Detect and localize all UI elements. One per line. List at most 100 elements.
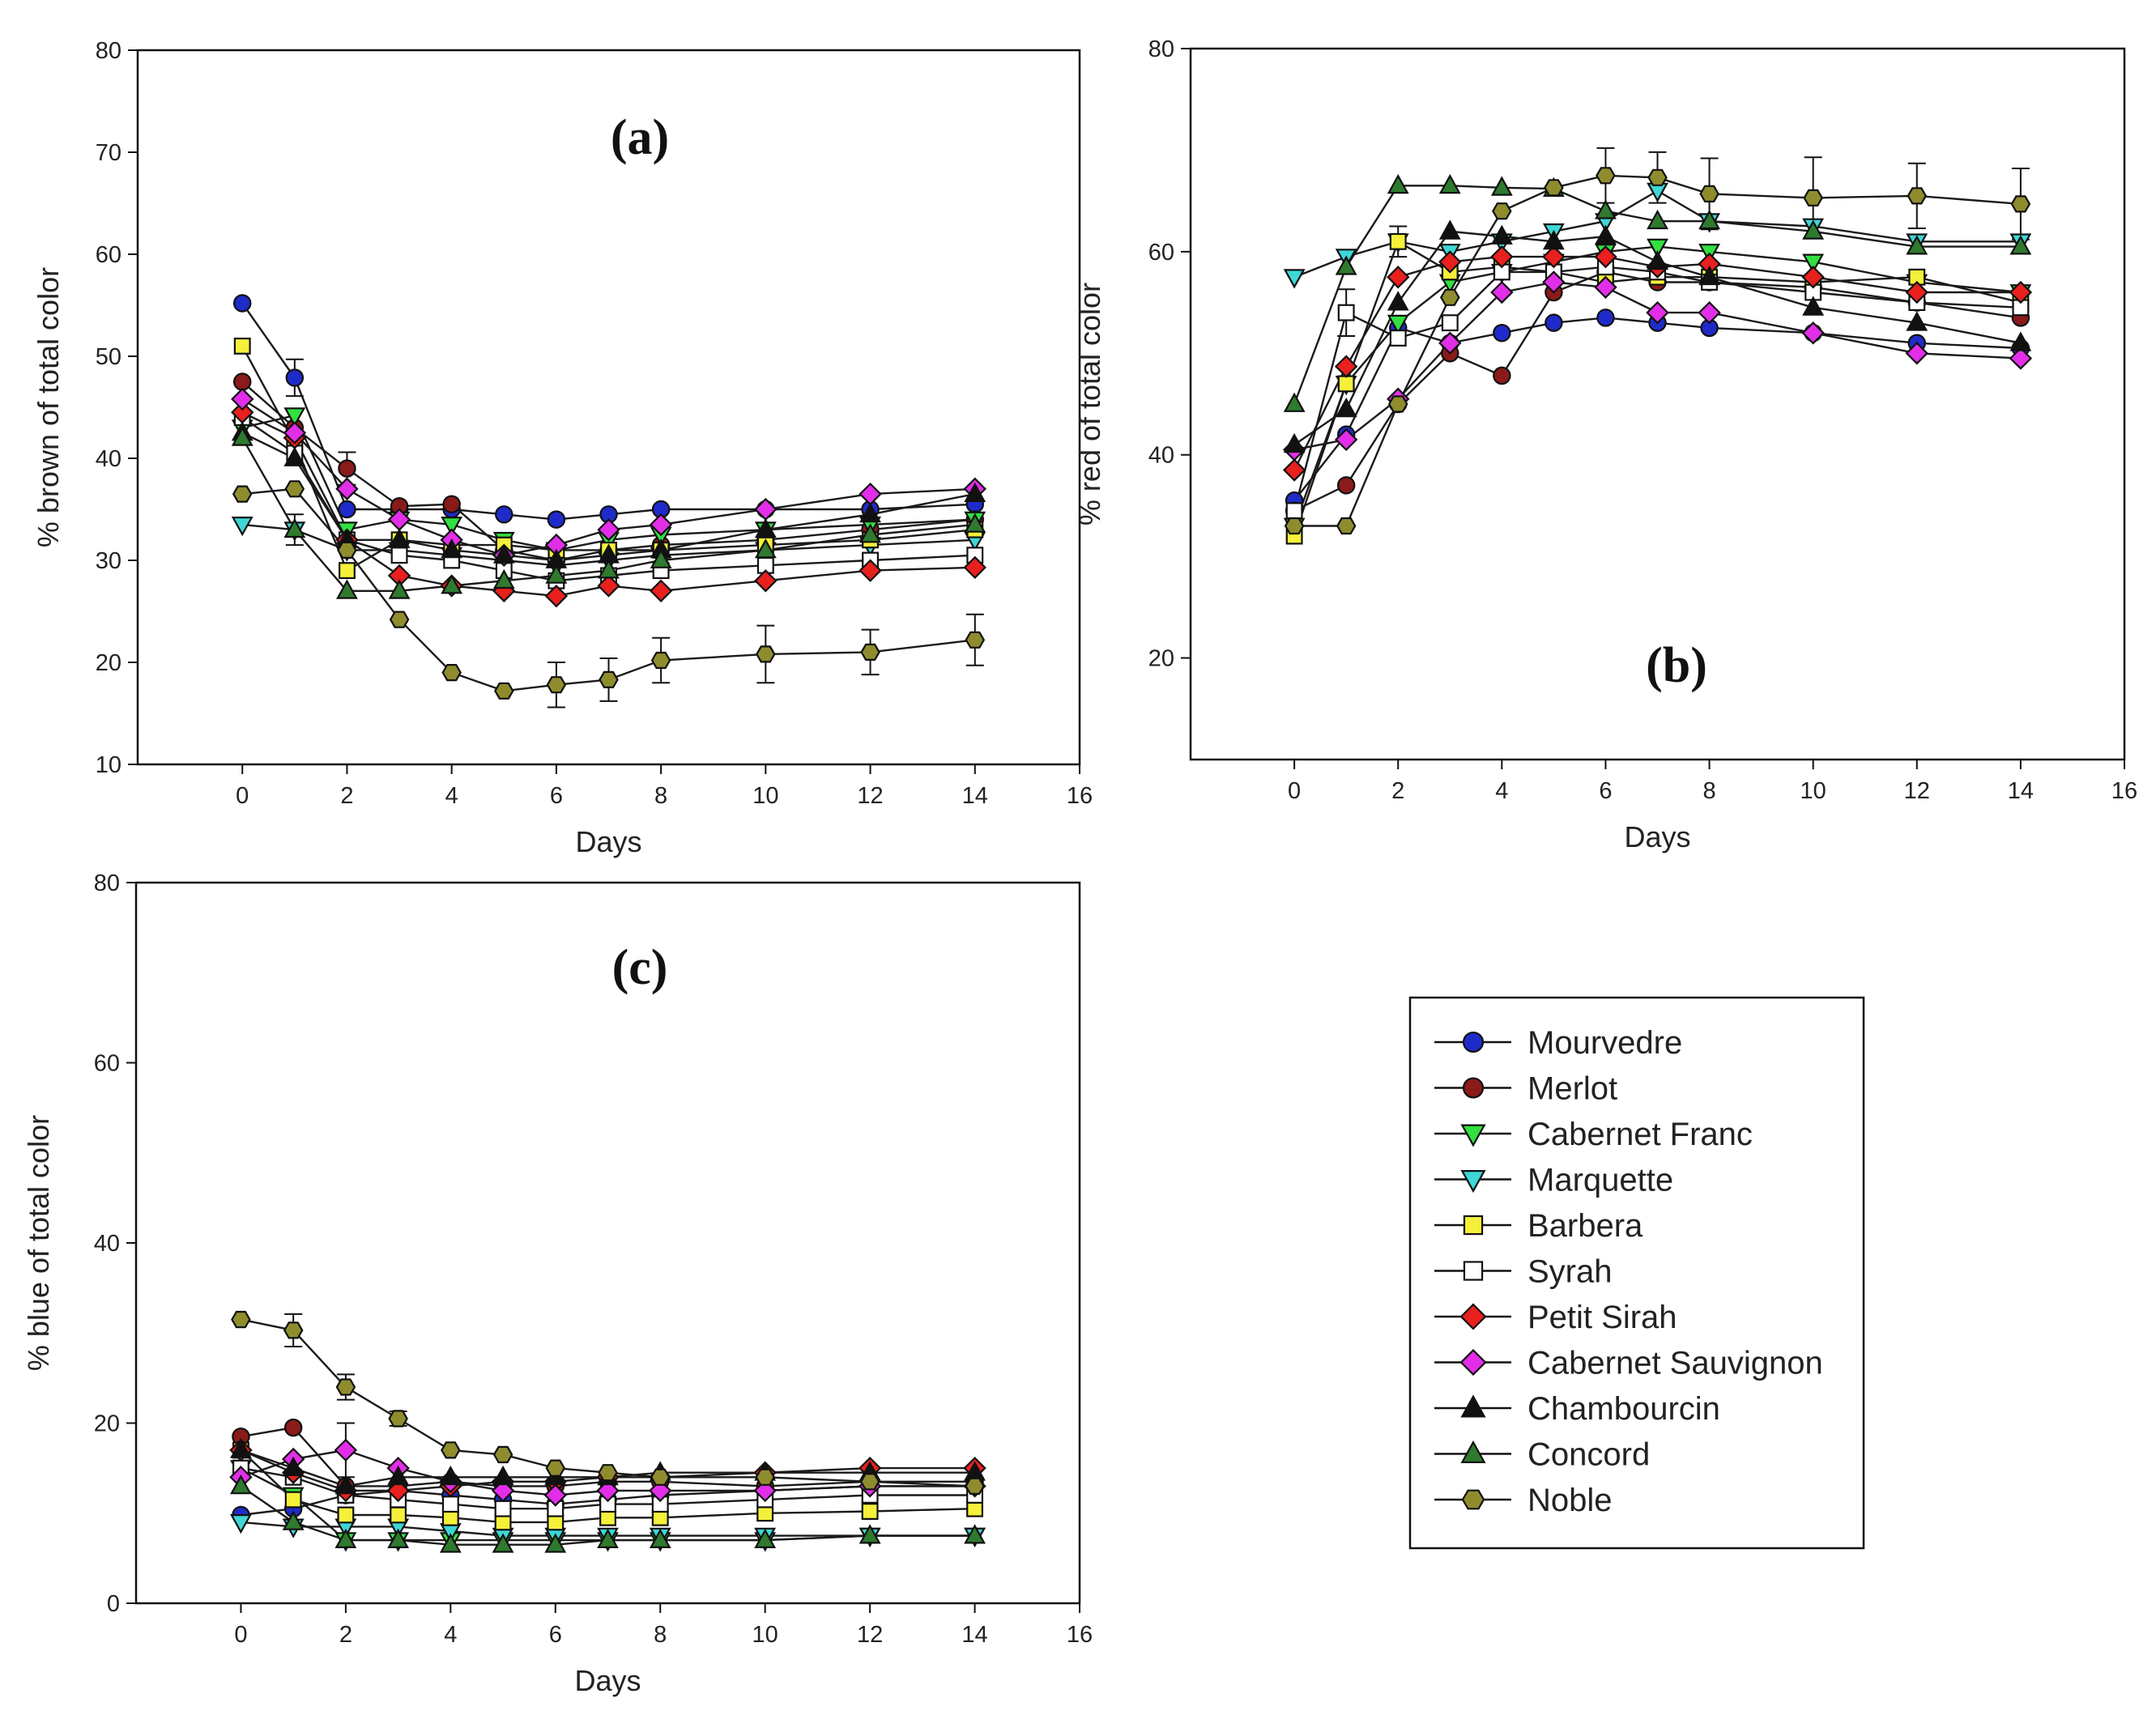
- legend-item-merlot: Merlot: [1434, 1071, 1617, 1107]
- data-point-chambourcin: [859, 502, 881, 523]
- data-point-cabernet-franc: [1387, 314, 1409, 335]
- data-point-cabernet-sauvignon: [231, 387, 254, 411]
- data-point-concord: [492, 1533, 514, 1553]
- data-point-petit-sirah: [1282, 458, 1306, 482]
- data-point-concord: [649, 1528, 671, 1549]
- data-point-noble: [388, 1410, 408, 1428]
- data-point-chambourcin: [492, 1465, 514, 1486]
- data-point-cabernet-sauvignon: [1594, 275, 1617, 299]
- data-point-chambourcin: [1387, 291, 1409, 311]
- data-point-noble: [492, 1445, 513, 1464]
- legend-marker-syrah: [1463, 1261, 1484, 1281]
- legend-item-cabernet-sauvignon: Cabernet Sauvignon: [1434, 1346, 1823, 1381]
- data-point-noble: [1544, 179, 1564, 197]
- data-point-cabernet-sauvignon: [491, 1479, 515, 1503]
- data-point-concord: [598, 559, 620, 579]
- data-point-mourvedre: [547, 510, 566, 529]
- data-point-chambourcin: [334, 1475, 357, 1495]
- data-point-noble: [546, 676, 567, 694]
- data-point-concord: [387, 1528, 410, 1549]
- data-point-cabernet-sauvignon: [1905, 342, 1928, 365]
- y-tick-label: 70: [96, 140, 121, 166]
- data-point-concord: [1647, 209, 1668, 230]
- chart-panel-b: 0 2 4 6 8 10 12 14 16 20 40 60 80 Days % red of total …: [1073, 36, 2137, 853]
- legend-marker-petit-sirah: [1459, 1303, 1487, 1330]
- data-point-chambourcin: [388, 528, 411, 548]
- data-point-noble: [284, 480, 305, 498]
- y-tick-label: 10: [96, 752, 121, 778]
- data-point-noble: [1647, 168, 1668, 186]
- x-tick-label: 0: [1288, 778, 1301, 804]
- legend-item-mourvedre: Mourvedre: [1434, 1025, 1682, 1061]
- series-line-concord: [1293, 185, 2021, 405]
- series-line-merlot: [241, 1426, 975, 1487]
- data-point-noble: [335, 1378, 356, 1396]
- data-point-noble: [965, 1477, 985, 1496]
- data-point-noble: [389, 611, 410, 628]
- data-point-cabernet-sauvignon: [1438, 331, 1462, 355]
- data-point-chambourcin: [283, 446, 306, 466]
- data-point-noble: [283, 1321, 304, 1339]
- x-tick-label: 14: [2008, 778, 2034, 804]
- data-point-barbera: [338, 562, 356, 580]
- data-point-noble: [1907, 187, 1928, 205]
- data-point-cabernet-sauvignon: [1334, 428, 1358, 452]
- y-tick-label: 20: [96, 650, 121, 676]
- data-point-petit-sirah: [754, 569, 778, 593]
- legend-marker-concord: [1460, 1440, 1486, 1464]
- data-point-chambourcin: [2009, 331, 2032, 351]
- data-point-concord: [650, 548, 672, 568]
- data-point-concord: [1490, 176, 1513, 196]
- data-point-syrah: [1285, 502, 1303, 520]
- plot-frame: [1189, 47, 2126, 761]
- data-point-chambourcin: [964, 482, 986, 503]
- legend-marker-barbera: [1463, 1215, 1484, 1236]
- y-tick-label: 40: [96, 446, 121, 472]
- series-line-barbera: [240, 1449, 975, 1524]
- data-point-barbera: [337, 1506, 355, 1524]
- y-tick-label: 20: [1148, 646, 1174, 672]
- legend-item-petit-sirah: Petit Sirah: [1434, 1300, 1677, 1335]
- data-point-chambourcin: [1595, 224, 1617, 245]
- x-tick-label: 2: [340, 783, 353, 809]
- data-point-noble: [441, 663, 462, 682]
- data-point-concord: [492, 568, 515, 589]
- data-point-petit-sirah: [1387, 266, 1410, 289]
- x-tick-label: 0: [234, 1622, 247, 1648]
- data-point-noble: [494, 682, 514, 700]
- data-point-barbera: [1337, 375, 1355, 393]
- data-point-concord: [388, 579, 411, 599]
- data-point-noble: [650, 651, 671, 670]
- y-axis-title: % blue of total color: [22, 1115, 55, 1371]
- legend-marker-merlot: [1462, 1077, 1485, 1099]
- data-point-syrah: [390, 547, 408, 564]
- x-tick-label: 12: [1904, 778, 1930, 804]
- data-point-concord: [282, 1510, 305, 1530]
- data-point-concord: [1698, 209, 1720, 230]
- data-point-chambourcin: [754, 517, 777, 538]
- data-point-noble: [1336, 517, 1357, 535]
- data-point-noble: [337, 541, 357, 560]
- x-tick-label: 16: [1067, 783, 1093, 809]
- data-point-chambourcin: [1283, 432, 1306, 453]
- data-point-concord: [1906, 235, 1928, 255]
- series-line-marquette: [1293, 189, 2021, 279]
- data-point-noble: [1803, 189, 1823, 206]
- data-point-petit-sirah: [386, 1479, 410, 1503]
- data-point-concord: [964, 1524, 986, 1544]
- data-point-chambourcin: [1542, 229, 1565, 250]
- y-tick-label: 40: [1148, 443, 1174, 469]
- data-point-noble: [1284, 517, 1305, 535]
- data-point-concord: [231, 426, 254, 446]
- data-point-cabernet-franc: [1802, 253, 1825, 274]
- legend-item-barbera: Barbera: [1434, 1208, 1643, 1244]
- data-point-syrah: [441, 1496, 459, 1513]
- data-point-noble: [545, 1459, 566, 1477]
- x-axis-title: Days: [1624, 820, 1690, 853]
- data-point-concord: [1802, 219, 1825, 240]
- x-axis-title: Days: [574, 1664, 641, 1697]
- data-point-cabernet-sauvignon: [649, 513, 673, 537]
- data-point-marquette: [230, 1513, 252, 1534]
- data-point-petit-sirah: [649, 579, 673, 602]
